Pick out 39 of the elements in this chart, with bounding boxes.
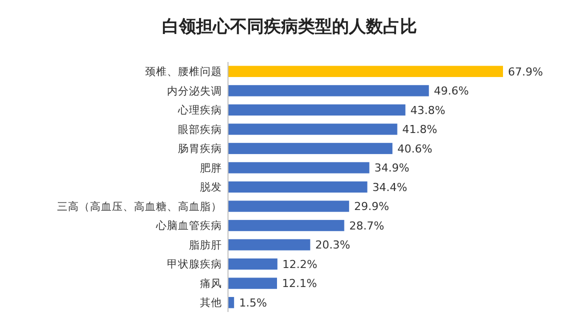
y-tick-label: 心脑血管疾病 (155, 219, 222, 232)
bar (228, 162, 370, 174)
data-label: 67.9% (508, 65, 543, 78)
data-label: 34.4% (372, 180, 408, 194)
bar (228, 278, 278, 289)
data-label: 29.9% (354, 200, 390, 214)
data-label: 20.3% (315, 238, 350, 252)
bar (228, 66, 503, 78)
bar (228, 200, 350, 212)
data-label: 41.8% (402, 123, 438, 136)
y-tick-label: 肠胃疾病 (178, 142, 222, 156)
bar (228, 104, 406, 116)
y-tick-label: 其他 (200, 296, 222, 310)
data-label: 28.7% (349, 219, 384, 232)
data-label: 1.5% (239, 296, 268, 310)
bar (228, 181, 368, 193)
y-tick-label: 颈椎、腰椎问题 (145, 65, 222, 78)
y-tick-label: 痛风 (200, 276, 222, 290)
bar (228, 124, 398, 135)
bar (228, 239, 310, 250)
data-label: 12.1% (282, 277, 317, 290)
bar (228, 85, 429, 96)
bar (228, 258, 278, 270)
y-tick-label: 三高（高血压、高血糖、高血脂） (57, 200, 222, 213)
data-label: 40.6% (397, 142, 432, 156)
data-label: 12.2% (282, 258, 318, 271)
data-label: 49.6% (434, 84, 469, 98)
bar (228, 142, 392, 154)
bar (228, 220, 344, 232)
data-label: 43.8% (410, 104, 446, 117)
y-tick-label: 心理疾病 (177, 104, 222, 117)
data-label: 34.9% (374, 162, 410, 175)
y-tick-label: 脂肪肝 (189, 238, 222, 252)
y-tick-label: 眼部疾病 (178, 122, 222, 136)
y-tick-label: 肥胖 (200, 162, 222, 174)
chart-title: 白领担心不同疾病类型的人数占比 (162, 17, 417, 37)
y-tick-label: 甲状腺疾病 (167, 258, 222, 271)
y-tick-label: 脱发 (200, 182, 222, 194)
y-tick-label: 内分泌失调 (167, 84, 222, 98)
